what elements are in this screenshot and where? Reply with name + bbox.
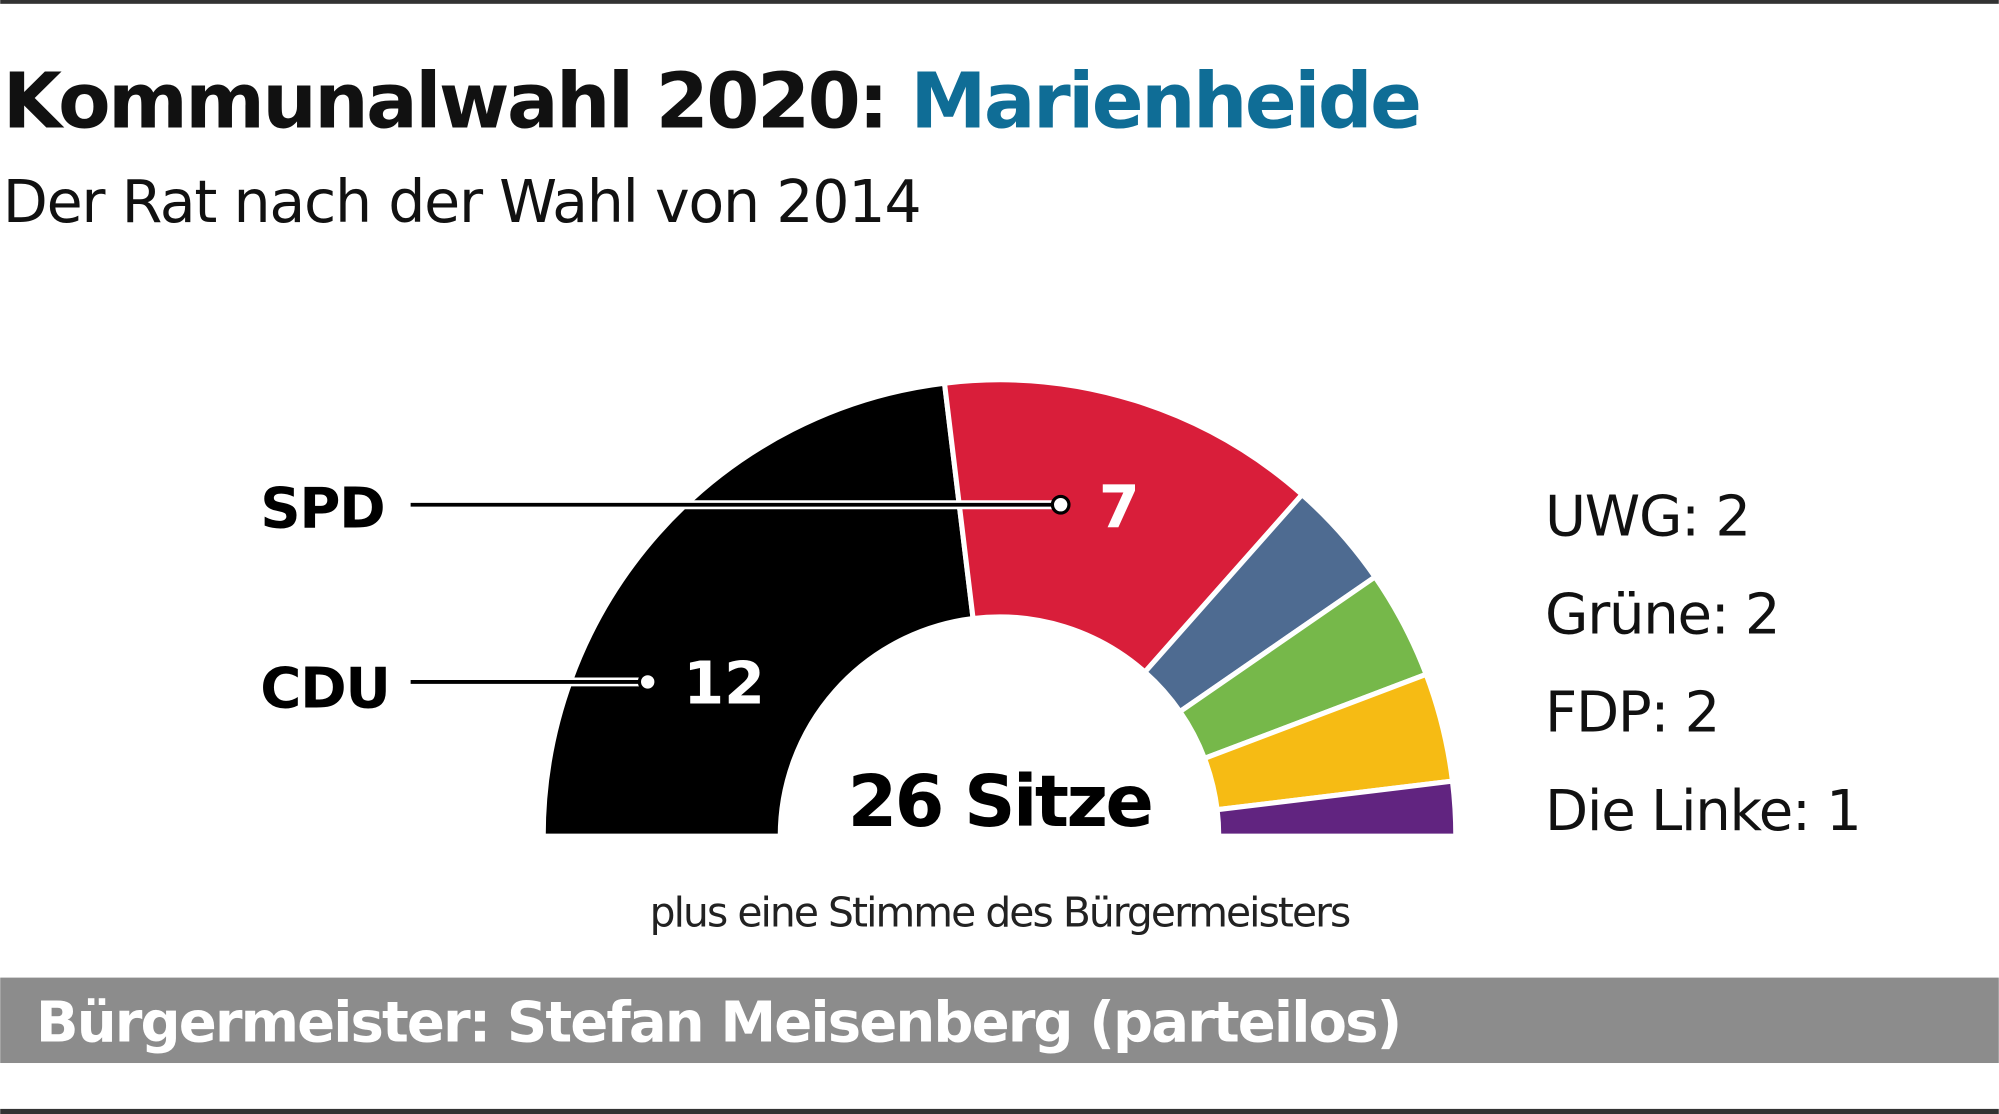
seat-segments <box>536 377 1463 842</box>
total-seats-label: 26 Sitze <box>848 760 1152 843</box>
legend-linke: Die Linke: 1 <box>1545 779 1861 844</box>
subtitle: Der Rat nach der Wahl von 2014 <box>3 168 921 236</box>
spd-value-label: 7 <box>1099 474 1140 542</box>
spd-leader-dot <box>1050 494 1071 515</box>
cdu-callout: CDU 12 <box>260 650 765 722</box>
cdu-leader-dot <box>637 672 658 692</box>
bottom-border <box>0 1108 1999 1114</box>
segment-spd <box>941 377 1306 676</box>
footer-bar <box>0 977 1999 1064</box>
cdu-value-label: 12 <box>683 650 765 718</box>
legend: UWG: 2 Grüne: 2 FDP: 2 Die Linke: 1 <box>1545 484 1862 844</box>
cdu-callout-label: CDU <box>260 656 389 721</box>
legend-uwg: UWG: 2 <box>1545 484 1750 549</box>
legend-fdp: FDP: 2 <box>1545 681 1719 746</box>
mayor-vote-note: plus eine Stimme des Bürgermeisters <box>650 889 1350 937</box>
spd-callout: SPD 7 <box>260 474 1139 542</box>
page-title: Kommunalwahl 2020: Marienheide <box>3 57 1420 146</box>
footer-mayor: Bürgermeister: Stefan Meisenberg (partei… <box>36 990 1400 1055</box>
segment-cdu <box>540 380 976 839</box>
spd-callout-label: SPD <box>260 477 384 542</box>
title-place: Marienheide <box>910 57 1419 146</box>
legend-gruene: Grüne: 2 <box>1545 582 1779 647</box>
title-prefix: Kommunalwahl 2020: <box>3 57 887 146</box>
top-border <box>0 0 1999 4</box>
baseline-mask <box>536 836 1463 842</box>
